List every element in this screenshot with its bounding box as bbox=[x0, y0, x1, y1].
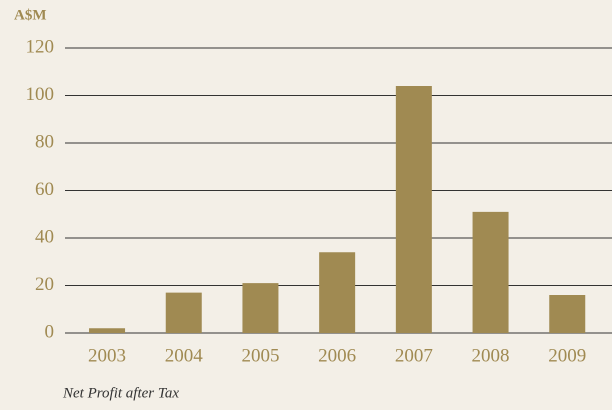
bar bbox=[89, 328, 126, 333]
bar bbox=[395, 86, 432, 333]
y-tick-label: 100 bbox=[26, 84, 55, 105]
x-tick-label: 2009 bbox=[548, 345, 586, 366]
caption: Net Profit after Tax bbox=[62, 385, 179, 401]
bar bbox=[472, 211, 509, 333]
y-tick-label: 40 bbox=[35, 226, 54, 247]
y-tick-label: 0 bbox=[45, 321, 55, 342]
x-tick-label: 2006 bbox=[318, 345, 356, 366]
bar bbox=[165, 292, 202, 333]
y-tick-label: 60 bbox=[35, 179, 54, 200]
bar bbox=[549, 295, 586, 333]
x-tick-label: 2004 bbox=[165, 345, 204, 366]
y-axis-label: A$M bbox=[14, 7, 47, 23]
bar bbox=[242, 283, 279, 333]
x-tick-label: 2008 bbox=[472, 345, 510, 366]
x-tick-label: 2003 bbox=[88, 345, 126, 366]
x-tick-label: 2007 bbox=[395, 345, 433, 366]
y-tick-label: 120 bbox=[26, 36, 55, 57]
bar bbox=[319, 252, 356, 333]
x-tick-label: 2005 bbox=[241, 345, 279, 366]
y-tick-label: 80 bbox=[35, 131, 54, 152]
y-tick-label: 20 bbox=[35, 274, 54, 295]
